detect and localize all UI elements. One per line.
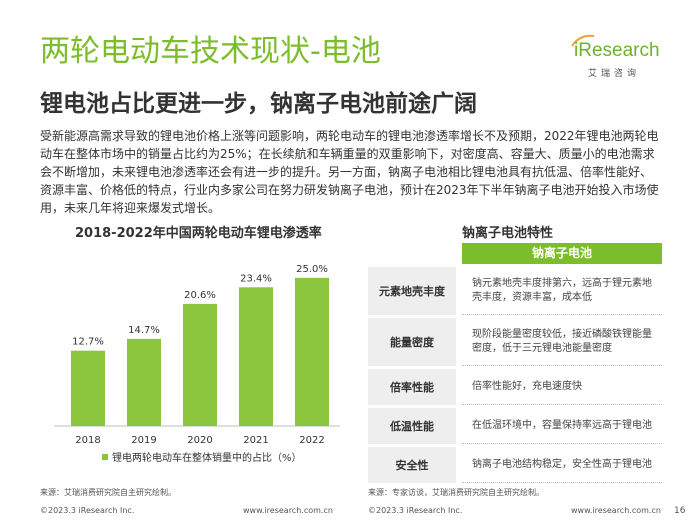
row-value: 现阶段能量密度较低，接近磷酸铁锂能量密度，低于三元锂电池能量密度 [462, 318, 662, 366]
x-tick-label: 2022 [299, 435, 324, 446]
page-subtitle: 锂电池占比更进一步，钠离子电池前途广阔 [40, 91, 477, 117]
row-key: 能量密度 [368, 318, 456, 366]
source-note-right: 来源：专家访谈，艾瑞消费研究院自主研究绘制。 [368, 488, 544, 497]
table-row: 能量密度 现阶段能量密度较低，接近磷酸铁锂能量密度，低于三元锂电池能量密度 [368, 318, 662, 366]
data-label: 20.6% [184, 290, 216, 301]
x-tick-label: 2021 [243, 435, 268, 446]
bar [71, 350, 105, 426]
row-value: 钠元素地壳丰度排第六，远高于锂元素地壳丰度，资源丰富，成本低 [462, 267, 662, 315]
data-label: 14.7% [128, 325, 160, 336]
intro-paragraph: 受新能源高需求导致的锂电池价格上涨等问题影响，两轮电动车的锂电池渗透率增长不及预… [40, 129, 659, 215]
footer-url-left[interactable]: www.iresearch.com.cn [243, 506, 333, 515]
x-tick-label: 2020 [187, 435, 212, 446]
legend-swatch [102, 454, 108, 460]
legend-label: 锂电两轮电动车在整体销量中的占比（%） [112, 451, 302, 464]
table-header: 钠离子电池 [462, 243, 662, 264]
table-title: 钠离子电池特性 [462, 226, 554, 241]
x-tick-label: 2018 [75, 435, 100, 446]
bar [127, 338, 161, 426]
data-label: 12.7% [72, 337, 104, 348]
row-key: 安全性 [368, 447, 456, 483]
x-tick-label: 2019 [131, 435, 156, 446]
row-value: 倍率性能好，充电速度快 [462, 369, 662, 405]
chart-title: 2018-2022年中国两轮电动车锂电渗透率 [75, 226, 322, 241]
logo-brand-cn: 艾瑞咨询 [588, 69, 641, 79]
data-label: 25.0% [296, 264, 328, 275]
logo-brand: iResearch [574, 40, 660, 61]
footer-copyright-left: ©2023.3 iResearch Inc. [40, 506, 135, 515]
bar [183, 303, 217, 426]
row-key: 倍率性能 [368, 369, 456, 405]
bar [239, 287, 273, 426]
page-title: 两轮电动车技术现状-电池 [40, 34, 381, 69]
table-row: 安全性 钠离子电池结构稳定，安全性高于锂电池 [368, 447, 662, 483]
bar [295, 277, 329, 426]
data-label: 23.4% [240, 273, 272, 284]
row-value: 在低温环境中，容量保持率远高于锂电池 [462, 408, 662, 444]
row-value: 钠离子电池结构稳定，安全性高于锂电池 [462, 447, 662, 483]
penetration-bar-chart: 12.7% 2018 14.7% 2019 20.6% 2020 23.4% 2021 25.0… [54, 264, 340, 464]
row-key: 低温性能 [368, 408, 456, 444]
table-row: 元素地壳丰度 钠元素地壳丰度排第六，远高于锂元素地壳丰度，资源丰富，成本低 [368, 267, 662, 315]
iresearch-logo: iResearch 艾瑞咨询 [571, 34, 674, 80]
source-note-left: 来源：艾瑞消费研究院自主研究绘制。 [40, 488, 176, 497]
page-number: 16 [674, 506, 686, 516]
table-row: 低温性能 在低温环境中，容量保持率远高于锂电池 [368, 408, 662, 444]
footer-url-right[interactable]: www.iresearch.com.cn [571, 506, 661, 515]
logo-arc-icon [571, 34, 595, 47]
table-row: 倍率性能 倍率性能好，充电速度快 [368, 369, 662, 405]
footer-copyright-right: ©2023.3 iResearch Inc. [368, 506, 463, 515]
sodium-battery-table: 钠离子电池 元素地壳丰度 钠元素地壳丰度排第六，远高于锂元素地壳丰度，资源丰富，… [368, 243, 662, 483]
row-key: 元素地壳丰度 [368, 267, 456, 315]
